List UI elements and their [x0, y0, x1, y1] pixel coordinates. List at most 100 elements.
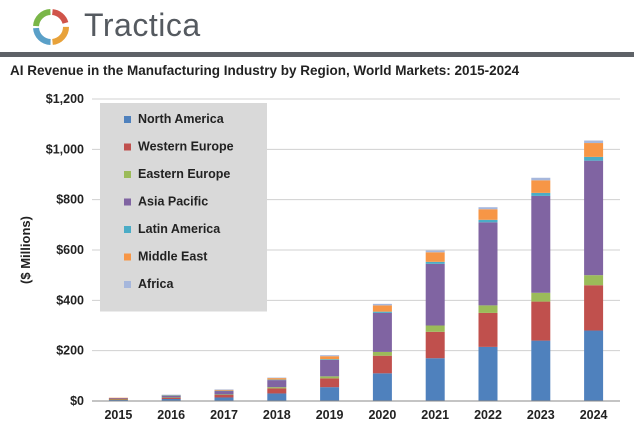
- bars: [108, 140, 604, 401]
- bar-segment: [214, 389, 234, 390]
- bar-segment: [478, 305, 498, 313]
- bar-segment: [531, 177, 551, 181]
- bar-segment: [320, 376, 340, 379]
- bar-segment: [372, 311, 392, 313]
- bar-segment: [214, 390, 234, 395]
- legend-swatch: [124, 198, 131, 206]
- x-tick-label: 2018: [263, 408, 291, 422]
- header: Tractica: [0, 0, 634, 58]
- y-axis-ticks: $0 $200 $400 $600 $800 $1,000 $1,200: [46, 92, 84, 408]
- bar-segment: [320, 378, 340, 388]
- bar-segment: [108, 399, 128, 400]
- bar-segment: [372, 355, 392, 374]
- bar-segment: [584, 160, 604, 276]
- bar-segment: [320, 355, 340, 357]
- x-axis-ticks: 2015 2016 2017 2018 2019 2020 2021 2022 2023 2024: [104, 408, 607, 422]
- bar-segment: [531, 180, 551, 193]
- bar-segment: [425, 331, 445, 359]
- bar-segment: [531, 340, 551, 401]
- legend-entry: Western Europe: [138, 140, 234, 154]
- bar-segment: [161, 398, 181, 401]
- y-tick-label: $800: [56, 193, 84, 207]
- bar-segment: [372, 351, 392, 356]
- bar-segment: [478, 346, 498, 401]
- bar-segment: [108, 397, 128, 399]
- legend-entry: North America: [138, 112, 225, 126]
- legend-swatch: [124, 281, 131, 288]
- bar-segment: [320, 356, 340, 360]
- legend-swatch: [124, 226, 131, 233]
- bar-segment: [425, 250, 445, 253]
- legend-entry: Eastern Europe: [138, 167, 230, 181]
- legend-background: [100, 103, 267, 312]
- bar-segment: [161, 394, 181, 396]
- y-tick-label: $400: [56, 293, 84, 307]
- bar-segment: [161, 395, 181, 396]
- legend-swatch: [124, 143, 131, 151]
- bar-segment: [214, 394, 234, 395]
- bar-segment: [267, 378, 287, 380]
- bar-segment: [267, 388, 287, 394]
- x-tick-label: 2020: [368, 408, 396, 422]
- bar-segment: [161, 397, 181, 399]
- x-tick-label: 2022: [474, 408, 502, 422]
- bar-segment: [267, 377, 287, 379]
- bar-segment: [372, 305, 392, 312]
- bar-segment: [108, 398, 128, 400]
- bar-segment: [320, 387, 340, 401]
- y-axis-label: ($ Millions): [18, 216, 33, 284]
- legend-entry: Middle East: [138, 250, 208, 264]
- brand-name: Tractica: [84, 7, 201, 43]
- y-tick-label: $600: [56, 243, 84, 257]
- bar-segment: [478, 312, 498, 347]
- bar-segment: [372, 373, 392, 401]
- legend-swatch: [124, 253, 131, 261]
- legend-entry: Asia Pacific: [138, 195, 208, 209]
- bar-segment: [425, 252, 445, 262]
- bar-segment: [267, 379, 287, 381]
- bar-segment: [478, 222, 498, 306]
- x-tick-label: 2023: [527, 408, 555, 422]
- bar-segment: [478, 219, 498, 223]
- y-tick-label: $0: [70, 394, 84, 408]
- bar-segment: [584, 330, 604, 401]
- legend-entry: Latin America: [138, 222, 221, 236]
- bar-segment: [584, 285, 604, 331]
- x-tick-label: 2021: [421, 408, 449, 422]
- chart-title: AI Revenue in the Manufacturing Industry…: [10, 63, 520, 78]
- bar-segment: [320, 359, 340, 360]
- x-tick-label: 2024: [580, 408, 608, 422]
- bar-segment: [214, 397, 234, 401]
- bar-segment: [531, 195, 551, 293]
- bar-segment: [584, 156, 604, 161]
- bar-segment: [320, 359, 340, 377]
- bar-segment: [425, 358, 445, 401]
- y-tick-label: $1,200: [46, 92, 84, 106]
- legend-swatch: [124, 171, 131, 178]
- bar-segment: [267, 380, 287, 388]
- bar-segment: [214, 389, 234, 391]
- x-tick-label: 2016: [157, 408, 185, 422]
- bar-segment: [425, 261, 445, 264]
- tractica-logo-icon: [33, 9, 69, 45]
- bar-segment: [584, 275, 604, 286]
- bar-segment: [531, 192, 551, 196]
- bar-segment: [478, 207, 498, 210]
- bar-segment: [531, 292, 551, 302]
- bar-segment: [161, 397, 181, 398]
- bar-segment: [584, 140, 604, 144]
- bar-segment: [584, 143, 604, 157]
- bar-segment: [267, 387, 287, 389]
- legend-entry: Africa: [138, 277, 174, 291]
- legend: North America Western Europe Eastern Europ…: [100, 103, 267, 312]
- header-divider: [0, 52, 634, 57]
- x-tick-label: 2019: [316, 408, 344, 422]
- y-tick-label: $200: [56, 344, 84, 358]
- legend-swatch: [124, 116, 131, 123]
- bar-segment: [267, 393, 287, 401]
- x-tick-label: 2017: [210, 408, 238, 422]
- bar-segment: [214, 394, 234, 398]
- bar-segment: [372, 303, 392, 306]
- bar-segment: [478, 209, 498, 220]
- bar-segment: [372, 312, 392, 352]
